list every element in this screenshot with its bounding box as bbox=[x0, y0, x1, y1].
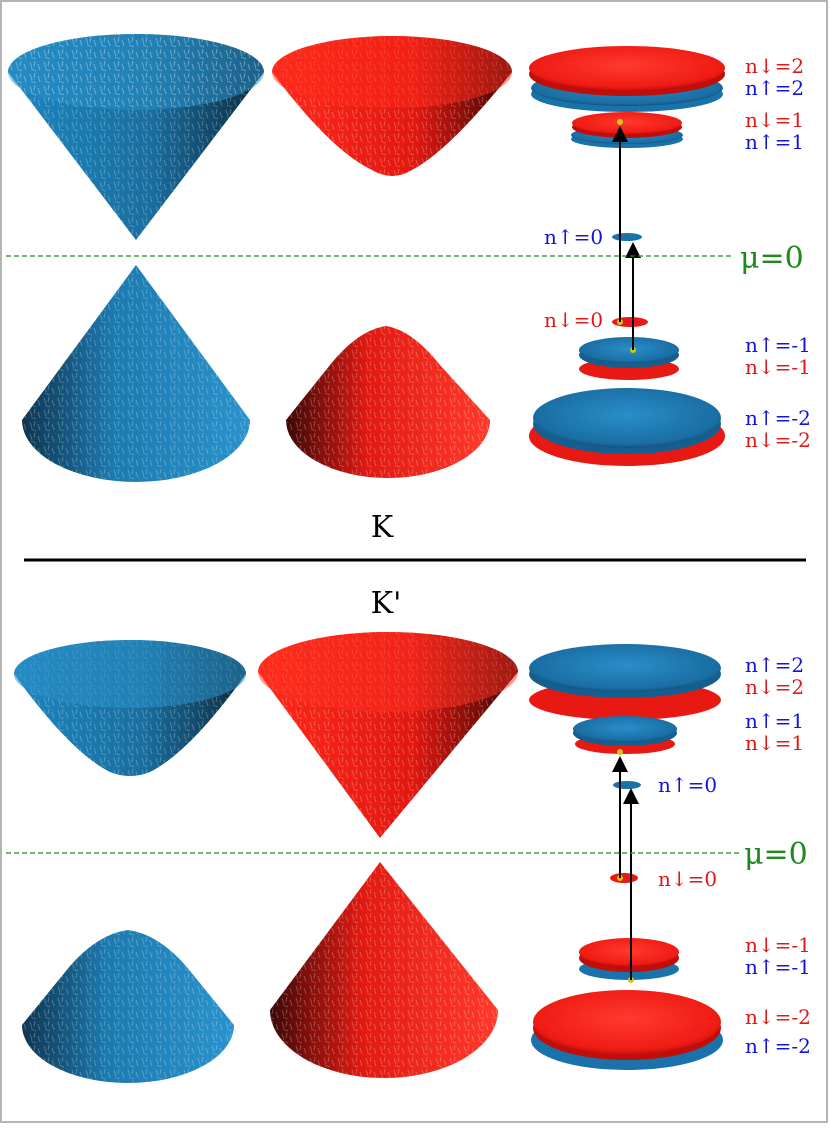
label-k-up-2: n↑=2 bbox=[745, 76, 804, 100]
label-kp-down-minus-2: n↓=-2 bbox=[745, 1005, 811, 1029]
level-disk-up-0 bbox=[612, 233, 642, 241]
label-k-down-0: n↓=0 bbox=[544, 308, 603, 332]
chemical-potential-label-k-prime: μ=0 bbox=[744, 837, 808, 872]
panel-k: μ=0 n↓=2 n↑=2 n↓=1 n↑=1 n↑=-1 n↓=-1 n↑=-… bbox=[6, 34, 811, 482]
kp-level-disk-up-0 bbox=[613, 781, 641, 789]
label-k-up-minus-2: n↑=-2 bbox=[745, 406, 811, 430]
label-kp-down-0: n↓=0 bbox=[658, 867, 717, 891]
valley-label-k: K bbox=[371, 510, 394, 545]
label-k-up-0: n↑=0 bbox=[544, 225, 603, 249]
kp-level-disk-down-minus-2 bbox=[533, 990, 721, 1054]
label-kp-up-0: n↑=0 bbox=[658, 773, 717, 797]
chemical-potential-label-k: μ=0 bbox=[740, 241, 804, 276]
label-kp-up-2: n↑=2 bbox=[745, 653, 804, 677]
level-labels-k-prime: n↑=2 n↓=2 n↑=1 n↓=1 n↓=-1 n↑=-1 n↓=-2 n↑… bbox=[658, 653, 811, 1058]
spin-down-dirac-cone-icon bbox=[258, 632, 518, 1078]
label-k-down-2: n↓=2 bbox=[745, 54, 804, 78]
kp-level-disk-down-minus-1 bbox=[579, 938, 679, 966]
kp-level-disk-up-1 bbox=[573, 716, 677, 742]
kp-level-disk-up-2 bbox=[529, 644, 721, 692]
level-labels-k: n↓=2 n↑=2 n↓=1 n↑=1 n↑=-1 n↓=-1 n↑=-2 n↓… bbox=[544, 54, 811, 452]
label-kp-down-2: n↓=2 bbox=[745, 675, 804, 699]
label-kp-up-minus-2: n↑=-2 bbox=[745, 1034, 811, 1058]
valley-label-k-prime: K' bbox=[371, 586, 402, 621]
label-k-down-minus-2: n↓=-2 bbox=[745, 428, 811, 452]
spin-up-dirac-cone-icon bbox=[8, 34, 264, 482]
transition-arrow-icon-k-prime bbox=[612, 756, 639, 980]
label-k-down-minus-1: n↓=-1 bbox=[745, 355, 811, 379]
level-disk-up-minus-1 bbox=[579, 337, 679, 363]
label-kp-down-minus-1: n↓=-1 bbox=[745, 933, 811, 957]
landau-levels-k-prime bbox=[529, 644, 723, 1070]
spin-up-massive-cone-icon bbox=[14, 640, 246, 1083]
spin-down-massive-cone-icon bbox=[272, 36, 512, 478]
transition-arrow-icon bbox=[612, 126, 641, 350]
kp-level-disk-down-0 bbox=[610, 873, 638, 883]
label-k-up-1: n↑=1 bbox=[745, 130, 804, 154]
label-k-up-minus-1: n↑=-1 bbox=[745, 333, 811, 357]
level-disk-up-minus-2 bbox=[533, 388, 721, 448]
label-kp-down-1: n↓=1 bbox=[745, 731, 804, 755]
label-kp-up-1: n↑=1 bbox=[745, 709, 804, 733]
label-k-down-1: n↓=1 bbox=[745, 108, 804, 132]
label-kp-up-minus-1: n↑=-1 bbox=[745, 955, 811, 979]
landau-levels-k bbox=[529, 46, 725, 466]
panel-k-prime: μ=0 n↑=2 n↓=2 n↑=1 n↓=1 n↓=-1 n↑=-1 n↓=-… bbox=[6, 632, 811, 1083]
